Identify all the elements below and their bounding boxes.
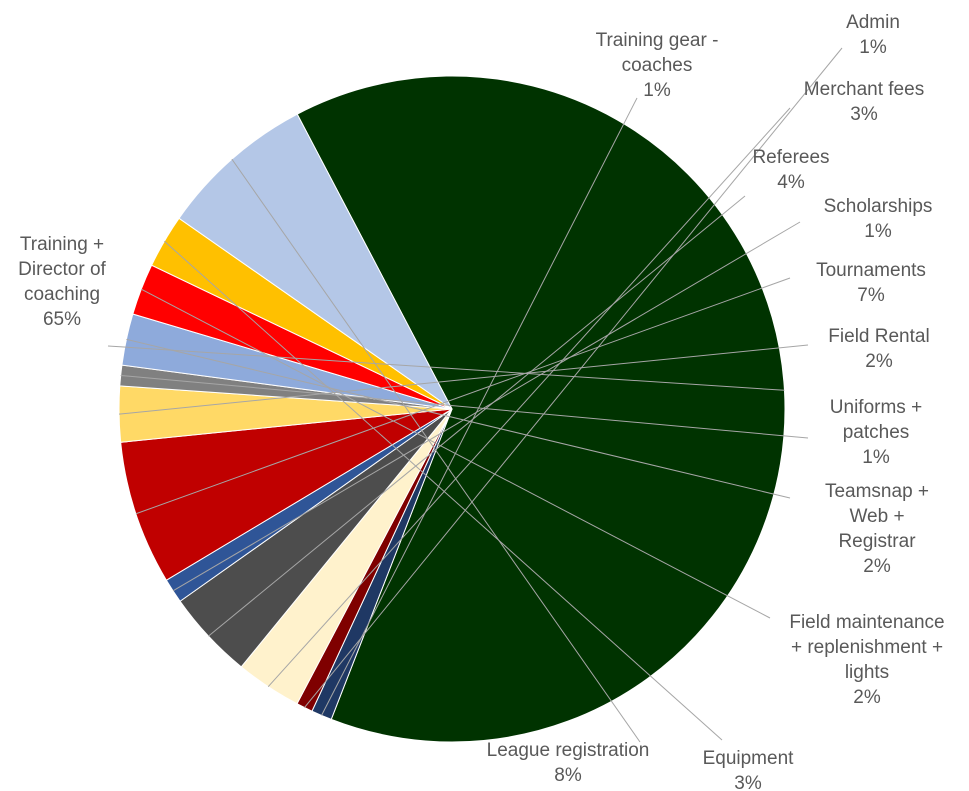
leader-line-12 bbox=[231, 158, 641, 743]
slice-label-line: Training + bbox=[20, 234, 104, 255]
slice-label-line: Registrar bbox=[838, 531, 916, 552]
leader-line-8 bbox=[120, 374, 809, 439]
slice-label-6: Tournaments 7% bbox=[816, 260, 926, 306]
leader-line-3 bbox=[267, 107, 791, 688]
leader-line-1 bbox=[321, 97, 638, 716]
slice-percent: 1% bbox=[859, 37, 887, 58]
slice-label-line: coaches bbox=[622, 55, 693, 76]
slice-label-line: Training gear - bbox=[596, 30, 719, 51]
leader-line-11 bbox=[164, 240, 723, 741]
slice-percent: 1% bbox=[864, 221, 892, 242]
slice-percent: 3% bbox=[850, 104, 878, 125]
slice-label-line: coaching bbox=[24, 284, 100, 305]
slice-label-line: patches bbox=[843, 422, 910, 443]
slice-label-10: Field maintenance + replenishment + lights… bbox=[789, 612, 944, 708]
slice-percent: 2% bbox=[865, 351, 893, 372]
slice-labels: Training + Director of coaching 65%Training… bbox=[18, 12, 944, 791]
leader-lines bbox=[107, 47, 843, 743]
slice-label-11: Equipment 3% bbox=[703, 748, 795, 791]
leader-line-4 bbox=[208, 195, 746, 637]
slice-label-line: Tournaments bbox=[816, 260, 926, 281]
slice-label-line: Field maintenance bbox=[789, 612, 944, 633]
slice-label-3: Merchant fees 3% bbox=[804, 79, 924, 125]
slice-label-7: Field Rental 2% bbox=[828, 326, 929, 372]
slice-percent: 3% bbox=[734, 773, 762, 791]
slice-label-line: League registration bbox=[487, 740, 650, 761]
slice-percent: 7% bbox=[857, 285, 885, 306]
slice-percent: 8% bbox=[554, 765, 582, 786]
slice-label-0: Training + Director of coaching 65% bbox=[18, 234, 106, 330]
slice-percent: 2% bbox=[863, 556, 891, 577]
slice-label-9: Teamsnap + Web + Registrar 2% bbox=[825, 481, 929, 577]
leader-line-2 bbox=[304, 47, 843, 708]
slice-label-4: Referees 4% bbox=[752, 147, 829, 193]
slice-percent: 4% bbox=[777, 172, 805, 193]
slice-label-5: Scholarships 1% bbox=[824, 196, 933, 242]
slice-percent: 1% bbox=[862, 447, 890, 468]
slice-label-line: lights bbox=[845, 662, 889, 683]
slice-label-line: Teamsnap + bbox=[825, 481, 929, 502]
slice-label-line: Equipment bbox=[703, 748, 795, 769]
slice-percent: 1% bbox=[643, 80, 671, 101]
leader-line-5 bbox=[172, 221, 801, 592]
slice-label-line: Admin bbox=[846, 12, 900, 33]
slice-label-1: Training gear - coaches 1% bbox=[596, 30, 719, 101]
slice-label-line: Director of bbox=[18, 259, 106, 280]
slice-label-line: + replenishment + bbox=[791, 637, 943, 658]
leader-line-7 bbox=[118, 344, 809, 415]
slice-label-2: Admin 1% bbox=[846, 12, 900, 58]
slice-label-line: Field Rental bbox=[828, 326, 929, 347]
slice-label-line: Referees bbox=[752, 147, 829, 168]
slice-percent: 2% bbox=[853, 687, 881, 708]
slice-label-line: Web + bbox=[849, 506, 904, 527]
leader-line-0 bbox=[107, 345, 785, 391]
leader-line-9 bbox=[126, 338, 791, 499]
leader-line-10 bbox=[141, 288, 771, 619]
pie-slices bbox=[118, 75, 786, 743]
slice-percent: 65% bbox=[43, 309, 81, 330]
slice-label-line: Merchant fees bbox=[804, 79, 924, 100]
leader-line-6 bbox=[135, 277, 791, 515]
slice-label-line: Uniforms + bbox=[830, 397, 922, 418]
slice-label-12: League registration 8% bbox=[487, 740, 650, 786]
slice-label-8: Uniforms + patches 1% bbox=[830, 397, 922, 468]
slice-label-line: Scholarships bbox=[824, 196, 933, 217]
